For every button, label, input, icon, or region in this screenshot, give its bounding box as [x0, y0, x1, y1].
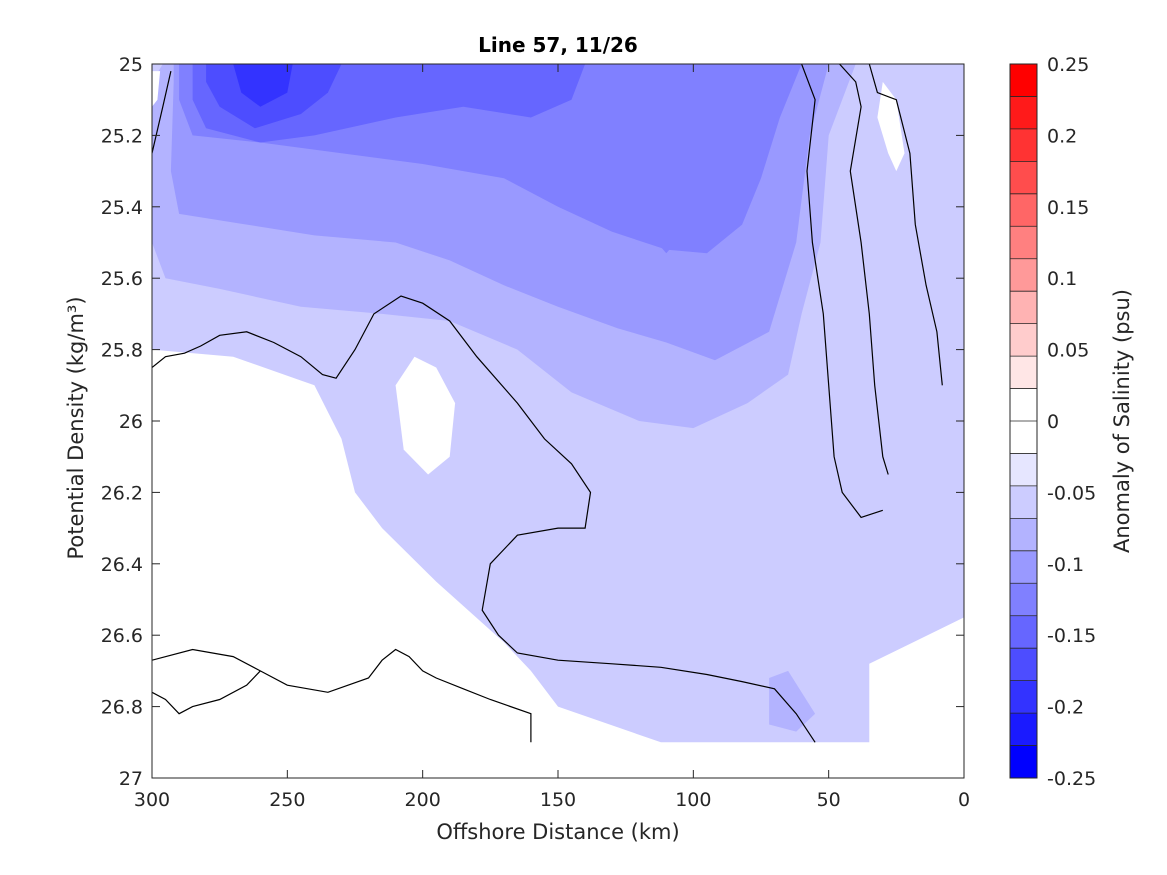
- y-tick-label: 26.6: [101, 625, 143, 647]
- contour-region-7: [233, 64, 293, 107]
- colorbar-segment: [1010, 356, 1037, 389]
- colorbar-segment: [1010, 648, 1037, 682]
- zero-contour-line-5: [868, 64, 943, 386]
- colorbar-tick-label: 0.1: [1047, 268, 1077, 290]
- colorbar-tick-label: 0.2: [1047, 125, 1077, 147]
- x-tick-label: 250: [269, 789, 305, 811]
- y-axis-label: Potential Density (kg/m³): [64, 296, 88, 559]
- colorbar-segment: [1010, 128, 1037, 162]
- zero-contour-line-3: [801, 64, 883, 519]
- zero-contour-line-2: [152, 670, 261, 715]
- contour-region-10: [152, 438, 207, 643]
- colorbar-label: Anomaly of Salinity (psu): [1110, 289, 1134, 553]
- colorbar-segment: [1010, 421, 1037, 454]
- x-tick-label: 0: [958, 789, 970, 811]
- contour-region-9: [395, 356, 456, 475]
- y-tick-label: 26.2: [101, 482, 143, 504]
- colorbar-segment: [1010, 226, 1037, 260]
- zero-contour-line-4: [839, 64, 889, 475]
- colorbar-segment: [1010, 388, 1037, 422]
- zero-contour-line-1: [152, 648, 532, 743]
- y-tick-label: 26: [119, 411, 143, 433]
- colorbar: 0.25 0.2 0.15 0.1 0.05 0 -0.05 -0.1 -0.15 -0.2 -0.…: [1009, 54, 1096, 790]
- colorbar-tick-label: 0.25: [1047, 54, 1089, 76]
- y-tick-label: 25.2: [101, 125, 143, 147]
- colorbar-segment: [1010, 713, 1037, 746]
- y-tick-label: 27: [119, 768, 143, 790]
- colorbar-segment: [1010, 161, 1037, 195]
- x-tick-label: 200: [405, 789, 441, 811]
- contour-region-5: [604, 64, 721, 254]
- chart-title: Line 57, 11/26: [478, 33, 638, 57]
- colorbar-segment: [1010, 323, 1037, 357]
- colorbar-segment: [1010, 583, 1037, 617]
- zero-contour-line-0: [152, 295, 816, 743]
- colorbar-segment: [1010, 453, 1037, 487]
- y-tick-label: 25.8: [101, 340, 143, 362]
- colorbar-tick-label: -0.25: [1047, 768, 1096, 790]
- colorbar-segment: [1010, 550, 1037, 584]
- colorbar-tick-label: -0.15: [1047, 625, 1096, 647]
- colorbar-segment: [1010, 615, 1037, 649]
- y-axis-ticks: 25 25.2 25.4 25.6 25.8 26 26.2 26.4 26.6 26.8 27: [101, 54, 964, 790]
- x-tick-label: 300: [134, 789, 170, 811]
- zero-contour-line-6: [152, 70, 172, 154]
- contour-region-11: [877, 81, 905, 172]
- colorbar-tick-label: 0.15: [1047, 197, 1089, 219]
- x-tick-label: 100: [675, 789, 711, 811]
- colorbar-segment: [1010, 518, 1037, 552]
- x-axis-ticks: 300 250 200 150 100 50 0: [134, 64, 970, 811]
- contour-region-12: [152, 71, 161, 107]
- y-tick-label: 25.6: [101, 268, 143, 290]
- y-tick-label: 25: [119, 54, 143, 76]
- y-tick-label: 26.4: [101, 554, 143, 576]
- colorbar-segment: [1010, 745, 1037, 779]
- colorbar-segment: [1010, 485, 1037, 519]
- colorbar-tick-label: -0.2: [1047, 697, 1084, 719]
- x-tick-label: 50: [817, 789, 841, 811]
- colorbar-segment: [1010, 680, 1037, 714]
- colorbar-tick-label: 0.05: [1047, 340, 1089, 362]
- zero-contour-lines: [152, 64, 943, 743]
- colorbar-segment: [1010, 64, 1037, 97]
- colorbar-segment: [1010, 291, 1037, 325]
- colorbar-tick-label: -0.05: [1047, 482, 1096, 504]
- contour-region-8: [769, 670, 816, 732]
- colorbar-segment: [1010, 193, 1037, 227]
- colorbar-frame: [1009, 63, 1038, 779]
- colorbar-tick-label: -0.1: [1047, 554, 1084, 576]
- x-tick-label: 150: [540, 789, 576, 811]
- contour-fills: [152, 64, 964, 743]
- y-tick-label: 26.8: [101, 697, 143, 719]
- colorbar-segment: [1010, 96, 1037, 130]
- y-tick-label: 25.4: [101, 197, 143, 219]
- x-axis-label: Offshore Distance (km): [436, 820, 679, 844]
- colorbar-tick-label: 0: [1047, 411, 1059, 433]
- colorbar-segment: [1010, 258, 1037, 292]
